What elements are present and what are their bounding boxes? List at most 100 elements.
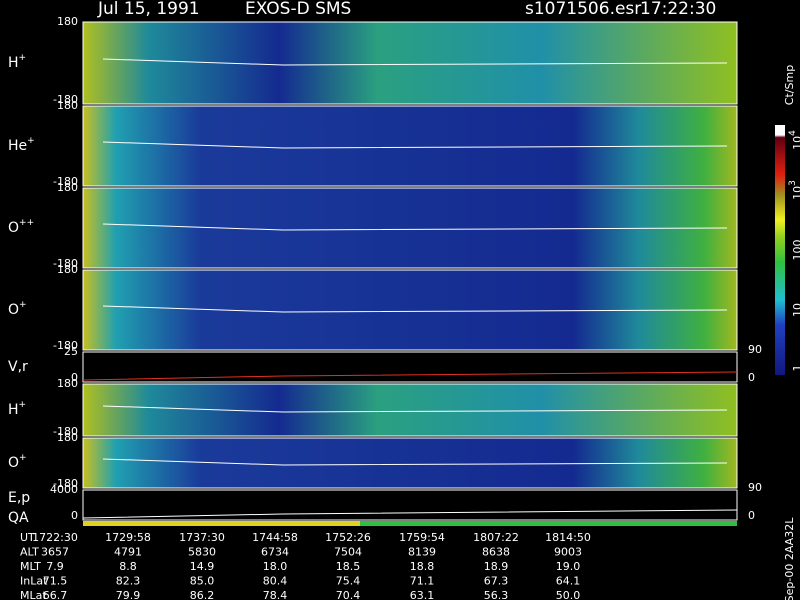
cell: 71.1 <box>410 575 435 588</box>
y-tick-label: 180 <box>57 181 78 194</box>
cell: 64.1 <box>556 575 581 588</box>
cell: 9003 <box>554 546 582 559</box>
y-tick-label: 25 <box>64 345 78 358</box>
panel <box>82 351 738 383</box>
row-label: UT <box>20 531 35 544</box>
panel-label: E,p <box>8 490 30 506</box>
colorbar-tick-label: 100 <box>791 240 800 261</box>
cell: 86.2 <box>190 589 215 600</box>
mission: EXOS-D SMS <box>245 0 351 19</box>
trace <box>102 405 728 413</box>
cell: 75.4 <box>336 575 361 588</box>
panel-label-base: V,r <box>8 359 28 375</box>
cell: 14.9 <box>190 560 215 573</box>
panel-label-base: He <box>8 138 27 154</box>
y-tick-label: 180 <box>57 377 78 390</box>
row-label: MLT <box>20 560 41 573</box>
panel-label-sup: + <box>19 53 27 63</box>
y-tick-label: -180 <box>53 425 78 438</box>
cell: 66.7 <box>43 589 68 600</box>
y2-tick-label: 90 <box>748 343 762 356</box>
panel-label-sup: + <box>19 400 27 410</box>
colorbar-unit: Ct/Smp <box>783 65 796 105</box>
panel-label: V,r <box>8 359 28 375</box>
colorbar-tick-label-base: 10 <box>791 136 800 150</box>
panel-label-sup: + <box>27 136 35 146</box>
trace <box>102 58 728 66</box>
cell: 3657 <box>41 546 69 559</box>
cell: 18.0 <box>263 560 288 573</box>
colorbar-tick-label: 1 <box>791 365 800 372</box>
y-tick-label: -180 <box>53 93 78 106</box>
panel-label: H+ <box>8 400 26 419</box>
footer: Sep-00 2AA32L <box>783 517 796 600</box>
cell: 71.5 <box>43 575 68 588</box>
y-tick-label: -180 <box>53 477 78 490</box>
cell: 70.4 <box>336 589 361 600</box>
cell: 7.9 <box>46 560 64 573</box>
cell: 4791 <box>114 546 142 559</box>
cell: 5830 <box>188 546 216 559</box>
y-tick-label: -180 <box>53 339 78 352</box>
cell: 8.8 <box>119 560 137 573</box>
colorbar-tick-label: 104 <box>788 130 800 150</box>
trace <box>102 223 728 231</box>
colorbar-tick-label-sup: 3 <box>788 180 798 186</box>
cell: 82.3 <box>116 575 141 588</box>
panel-label-sup: ++ <box>19 218 34 228</box>
cell: 50.0 <box>556 589 581 600</box>
cell: 85.0 <box>190 575 215 588</box>
y-tick-label: 4000 <box>50 483 78 496</box>
cell: 8638 <box>482 546 510 559</box>
date: Jul 15, 1991 <box>97 0 200 19</box>
panel <box>82 489 738 521</box>
trace <box>102 141 728 149</box>
colorbar-tick-label: 10 <box>791 303 800 317</box>
cell: 18.9 <box>484 560 509 573</box>
colorbar-tick-label-base: 1 <box>791 365 800 372</box>
cell: 1814:50 <box>545 531 591 544</box>
cell: 1737:30 <box>179 531 225 544</box>
panel-label: QA <box>8 510 29 526</box>
panel-label-sup: + <box>19 453 27 463</box>
cell: 19.0 <box>556 560 581 573</box>
cell: 7504 <box>334 546 362 559</box>
trace <box>102 458 728 466</box>
cell: 56.3 <box>484 589 509 600</box>
colorbar <box>775 125 785 375</box>
cell: 1744:58 <box>252 531 298 544</box>
cell: 18.8 <box>410 560 435 573</box>
cell: 8139 <box>408 546 436 559</box>
cell: 1752:26 <box>325 531 371 544</box>
panel-label-base: E,p <box>8 490 30 506</box>
cell: 1807:22 <box>473 531 519 544</box>
colorbar-tick-label: 103 <box>788 180 800 200</box>
y-tick-label: 180 <box>57 15 78 28</box>
cell: 1722:30 <box>32 531 78 544</box>
y2-tick-label: 90 <box>748 481 762 494</box>
colorbar-tick-label-base: 10 <box>791 303 800 317</box>
y-tick-label: 180 <box>57 263 78 276</box>
panel-label-sup: + <box>19 300 27 310</box>
colorbar-tick-label-base: 100 <box>791 240 800 261</box>
y2-tick-label: 0 <box>748 509 755 522</box>
cell: 1759:54 <box>399 531 445 544</box>
cell: 6734 <box>261 546 289 559</box>
y-tick-label: 180 <box>57 431 78 444</box>
cell: 80.4 <box>263 575 288 588</box>
cell: 18.5 <box>336 560 361 573</box>
cell: 79.9 <box>116 589 141 600</box>
row-label: MLat <box>20 589 47 600</box>
trace <box>82 509 738 519</box>
trace <box>82 371 738 381</box>
panel-label-base: H <box>8 55 19 71</box>
cell: 78.4 <box>263 589 288 600</box>
file: s1071506.esr <box>525 0 641 19</box>
y-tick-label: 0 <box>71 509 78 522</box>
row-label: ALT <box>20 546 39 559</box>
y-tick-label: 180 <box>57 99 78 112</box>
time: 17:22:30 <box>640 0 716 19</box>
panel-label: H+ <box>8 53 26 72</box>
y-tick-label: -180 <box>53 257 78 270</box>
